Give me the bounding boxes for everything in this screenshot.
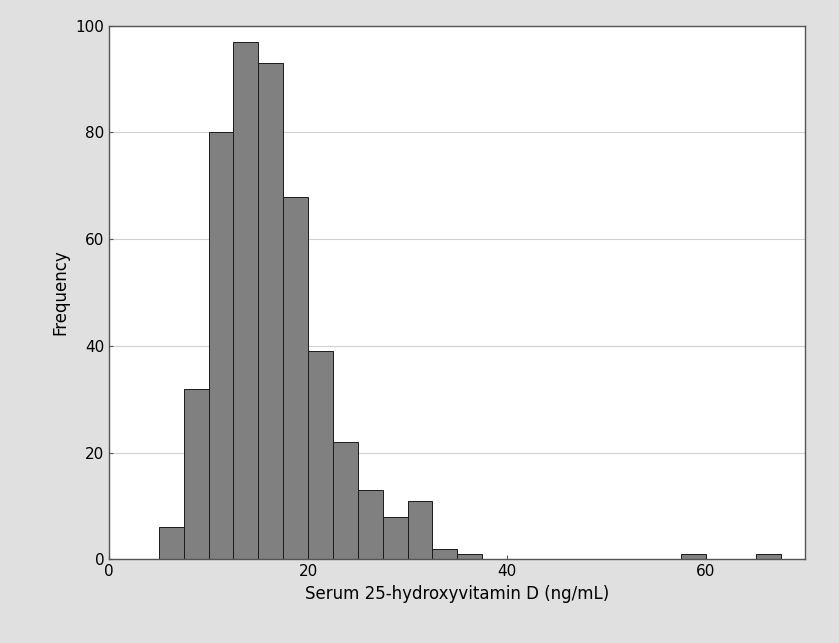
Bar [756,554,780,559]
Bar [159,527,184,559]
Bar [408,501,432,559]
Bar [184,388,209,559]
Bar [209,132,233,559]
Bar [308,351,333,559]
Bar [283,197,308,559]
Bar [333,442,357,559]
Bar [357,490,383,559]
Bar [383,517,408,559]
X-axis label: Serum 25-hydroxyvitamin D (ng/mL): Serum 25-hydroxyvitamin D (ng/mL) [305,585,609,603]
Bar [457,554,482,559]
Bar [432,548,457,559]
Bar [258,63,283,559]
Bar [233,42,258,559]
Y-axis label: Frequency: Frequency [52,249,70,336]
Bar [681,554,706,559]
